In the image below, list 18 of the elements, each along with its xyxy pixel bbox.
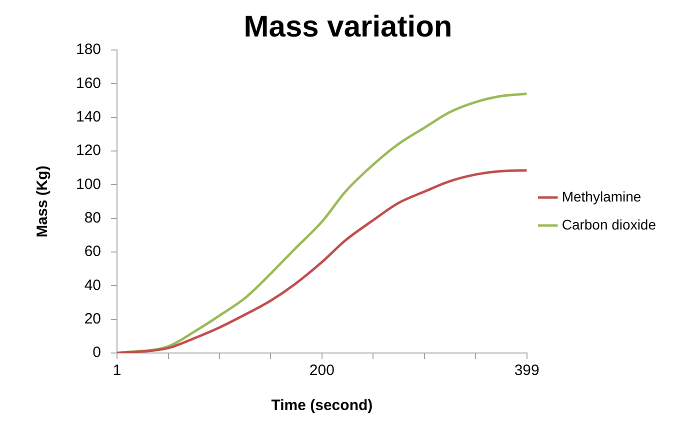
y-tick-label: 120 xyxy=(76,142,102,160)
y-tick-label: 40 xyxy=(84,276,102,294)
x-tick-label: 1 xyxy=(112,362,122,380)
y-tick-label: 20 xyxy=(84,310,102,328)
x-tick-label: 200 xyxy=(309,362,334,380)
y-axis-title: Mass (Kg) xyxy=(34,166,52,238)
x-tick-label: 399 xyxy=(514,362,540,380)
x-axis-title: Time (second) xyxy=(271,397,373,414)
y-tick-label: 160 xyxy=(76,74,102,92)
y-tick-label: 60 xyxy=(84,243,102,260)
y-tick-label: 140 xyxy=(76,108,102,126)
y-tick-label: 100 xyxy=(76,176,102,193)
legend-label: Carbon dioxide xyxy=(562,216,656,232)
y-tick-label: 0 xyxy=(92,344,102,362)
chart-title: Mass variation xyxy=(244,10,452,44)
y-tick-label: 80 xyxy=(84,209,102,226)
legend-label: Methylamine xyxy=(562,188,642,204)
y-tick-label: 180 xyxy=(76,41,102,58)
